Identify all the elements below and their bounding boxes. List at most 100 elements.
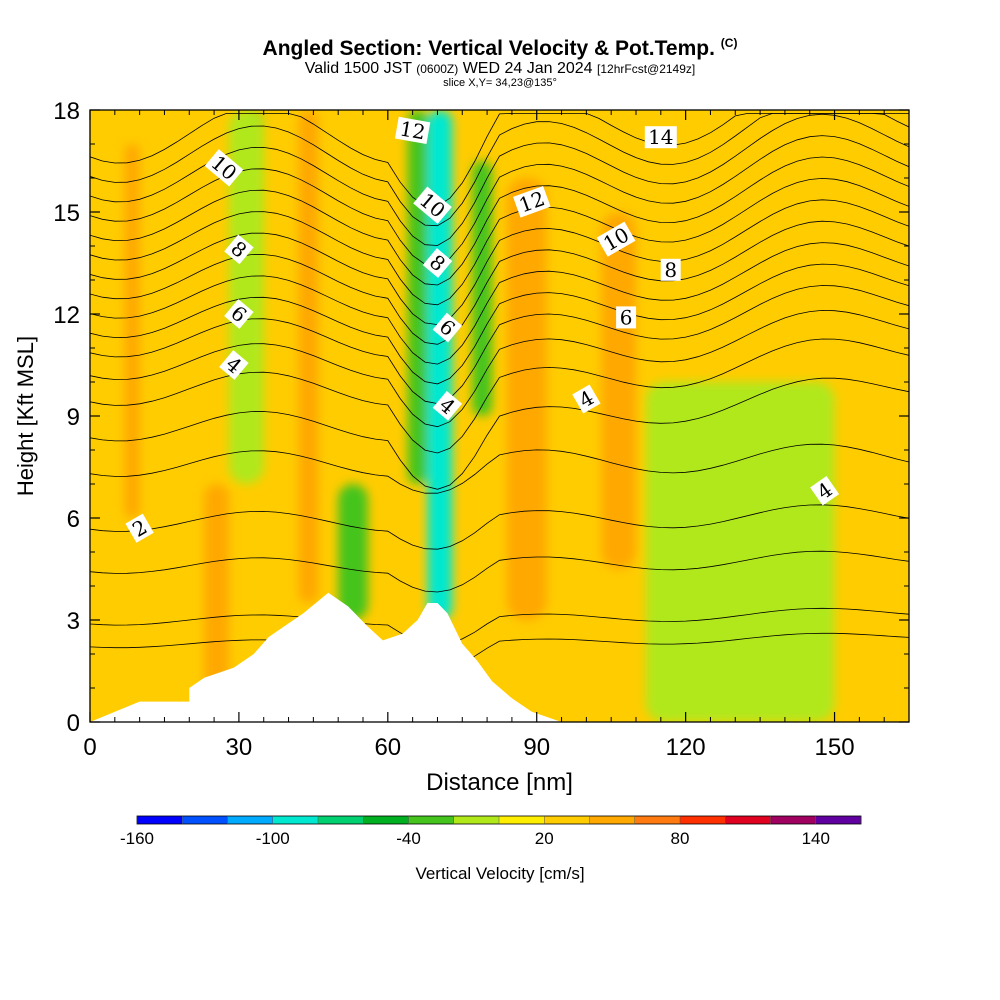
velocity-cell: [204, 484, 229, 705]
subtitle-forecast: [12hrFcst@2149z]: [597, 62, 696, 76]
isentrope-line: [90, 156, 909, 286]
isentrope-line: [90, 285, 909, 405]
colorbar-swatch: [182, 816, 228, 824]
isentrope-line: [90, 177, 909, 306]
x-tick-label: 90: [523, 734, 550, 761]
contour-label-box: [616, 306, 637, 329]
colorbar-swatch: [408, 816, 455, 824]
velocity-cell: [472, 161, 493, 416]
colorbar-label: Vertical Velocity [cm/s]: [415, 864, 585, 883]
chart-title: Angled Section: Vertical Velocity & Pot.…: [0, 36, 1000, 61]
colorbar-tick-label: 140: [802, 829, 830, 848]
isentrope-line: [90, 504, 909, 550]
isentrope-line: [90, 199, 909, 326]
subtitle-valid: Valid 1500 JST: [304, 60, 412, 77]
velocity-cell: [338, 484, 368, 620]
colorbar-swatch: [770, 816, 817, 824]
velocity-cells: [124, 110, 835, 722]
x-tick-label: 60: [374, 734, 401, 761]
y-tick-label: 9: [67, 404, 80, 431]
colorbar-swatch: [634, 816, 681, 824]
colorbar-swatch: [725, 816, 771, 824]
contour-label-text: 8: [664, 258, 677, 282]
colorbar-swatch: [680, 816, 726, 824]
isentrope-line: [90, 242, 909, 365]
velocity-cell: [407, 110, 428, 484]
x-tick-label: 0: [83, 734, 96, 761]
colorbar-swatch: [815, 816, 862, 824]
colorbar-tick-label: -40: [396, 829, 421, 848]
subtitle-utc: (0600Z): [416, 62, 459, 76]
x-tick-label: 120: [666, 734, 706, 761]
contour-label-box: [224, 299, 254, 329]
colorbar-swatch: [137, 816, 183, 824]
isentrope-line: [90, 113, 909, 207]
colorbar: -160 -100 -40 20 80 140: [120, 815, 862, 848]
colorbar-swatch: [318, 816, 364, 824]
isentrope-line: [90, 632, 909, 669]
contour-label-box: [422, 248, 453, 278]
terrain-mask: [90, 592, 562, 722]
chart-title-text: Angled Section: Vertical Velocity & Pot.…: [262, 37, 715, 60]
x-tick-label: 30: [226, 734, 253, 761]
isentrope-line: [90, 263, 909, 385]
isentrope-line: [90, 607, 909, 646]
isentrope-line: [90, 338, 909, 454]
y-tick-label: 3: [67, 608, 80, 635]
velocity-cell: [124, 144, 140, 518]
y-axis-label: Height [Kft MSL]: [13, 336, 38, 496]
colorbar-swatch: [227, 816, 274, 824]
velocity-cell: [228, 110, 264, 484]
colorbar-swatch: [544, 816, 590, 824]
contour-label-box: [432, 312, 463, 343]
isentrope-line: [90, 550, 909, 593]
y-tick-label: 18: [53, 98, 80, 125]
contour-label: 8: [660, 258, 681, 282]
axes: 0 30 60 90 120 150 0 3 6 9 12 15 18 Distance [nm] Heig…: [13, 98, 909, 796]
contour-label-box: [644, 126, 677, 149]
contour-label: 6: [616, 305, 637, 329]
velocity-cell: [298, 110, 319, 603]
contour-label-box: [572, 384, 601, 414]
isentrope-line: [90, 443, 909, 494]
y-tick-label: 15: [53, 200, 80, 227]
colorbar-swatch: [589, 816, 636, 824]
contour-label-box: [810, 476, 840, 506]
colorbar-tick-label: 20: [535, 829, 554, 848]
contour-label-box: [660, 258, 681, 281]
chart-subtitle: Valid 1500 JST (0600Z) WED 24 Jan 2024 […: [0, 60, 1000, 78]
isentrope-line: [90, 309, 909, 428]
terrain-polygon: [90, 592, 562, 722]
chart-title-unit: (C): [720, 36, 738, 50]
contour-label: 14: [644, 125, 677, 149]
contour-label-box: [204, 149, 244, 187]
velocity-cell: [601, 212, 636, 569]
colorbar-swatch: [453, 816, 500, 824]
y-tick-label: 12: [53, 302, 80, 329]
contour-label-box: [394, 116, 431, 145]
y-tick-label: 0: [67, 710, 80, 737]
x-tick-label: 150: [815, 734, 855, 761]
colorbar-tick-label: 80: [671, 829, 690, 848]
contour-label: 2: [125, 513, 154, 543]
contour-label-box: [513, 185, 551, 218]
contour-label-text: 14: [648, 125, 673, 149]
isentrope-line: [90, 113, 909, 246]
velocity-cell: [427, 110, 453, 620]
contour-label-box: [596, 221, 636, 257]
contour-label-box: [224, 234, 254, 265]
slice-label: slice X,Y= 34,23@135°: [443, 77, 557, 89]
contour-label: 12: [394, 116, 431, 145]
contour-label-box: [125, 513, 154, 543]
isentrope-line: [90, 377, 909, 490]
potential-temperature-contours: [90, 113, 909, 669]
colorbar-swatch: [272, 816, 319, 824]
contour-label-box: [219, 350, 249, 380]
velocity-cell: [506, 178, 547, 620]
y-tick-label: 6: [67, 506, 80, 533]
isentrope-line: [90, 220, 909, 345]
plot-area: [90, 110, 909, 722]
contour-label-box: [432, 390, 463, 421]
